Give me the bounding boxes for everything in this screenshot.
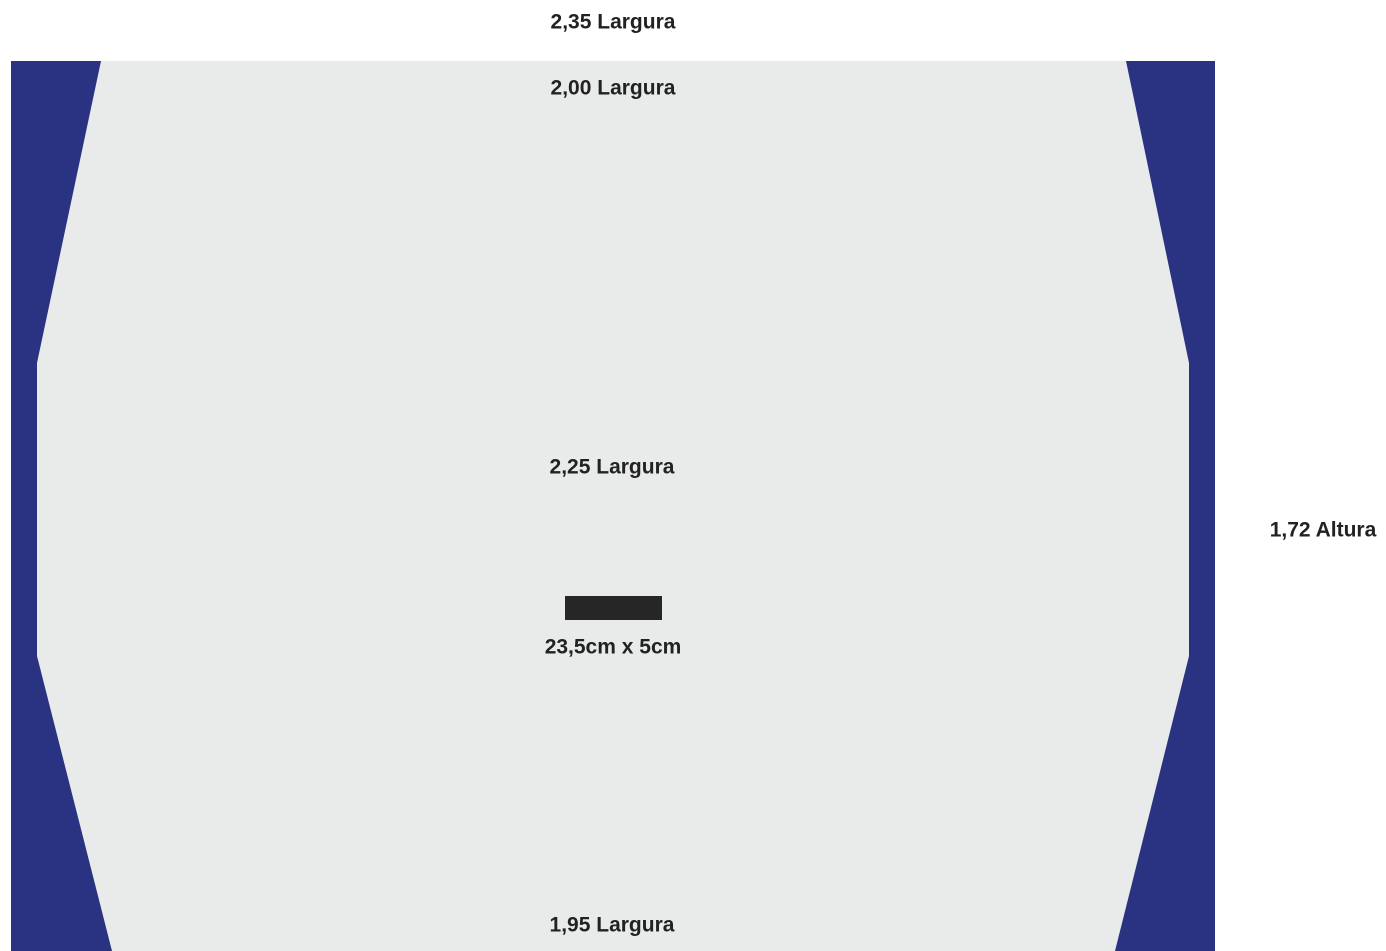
- slot: [565, 596, 662, 620]
- upper-width-label: 2,00 Largura: [551, 77, 676, 100]
- top-width-label: 2,35 Largura: [551, 11, 676, 34]
- middle-width-label: 2,25 Largura: [550, 456, 675, 479]
- bottom-width-label: 1,95 Largura: [550, 914, 675, 937]
- slot-label: 23,5cm x 5cm: [545, 636, 682, 659]
- height-label: 1,72 Altura: [1270, 519, 1377, 542]
- panel: [37, 61, 1189, 951]
